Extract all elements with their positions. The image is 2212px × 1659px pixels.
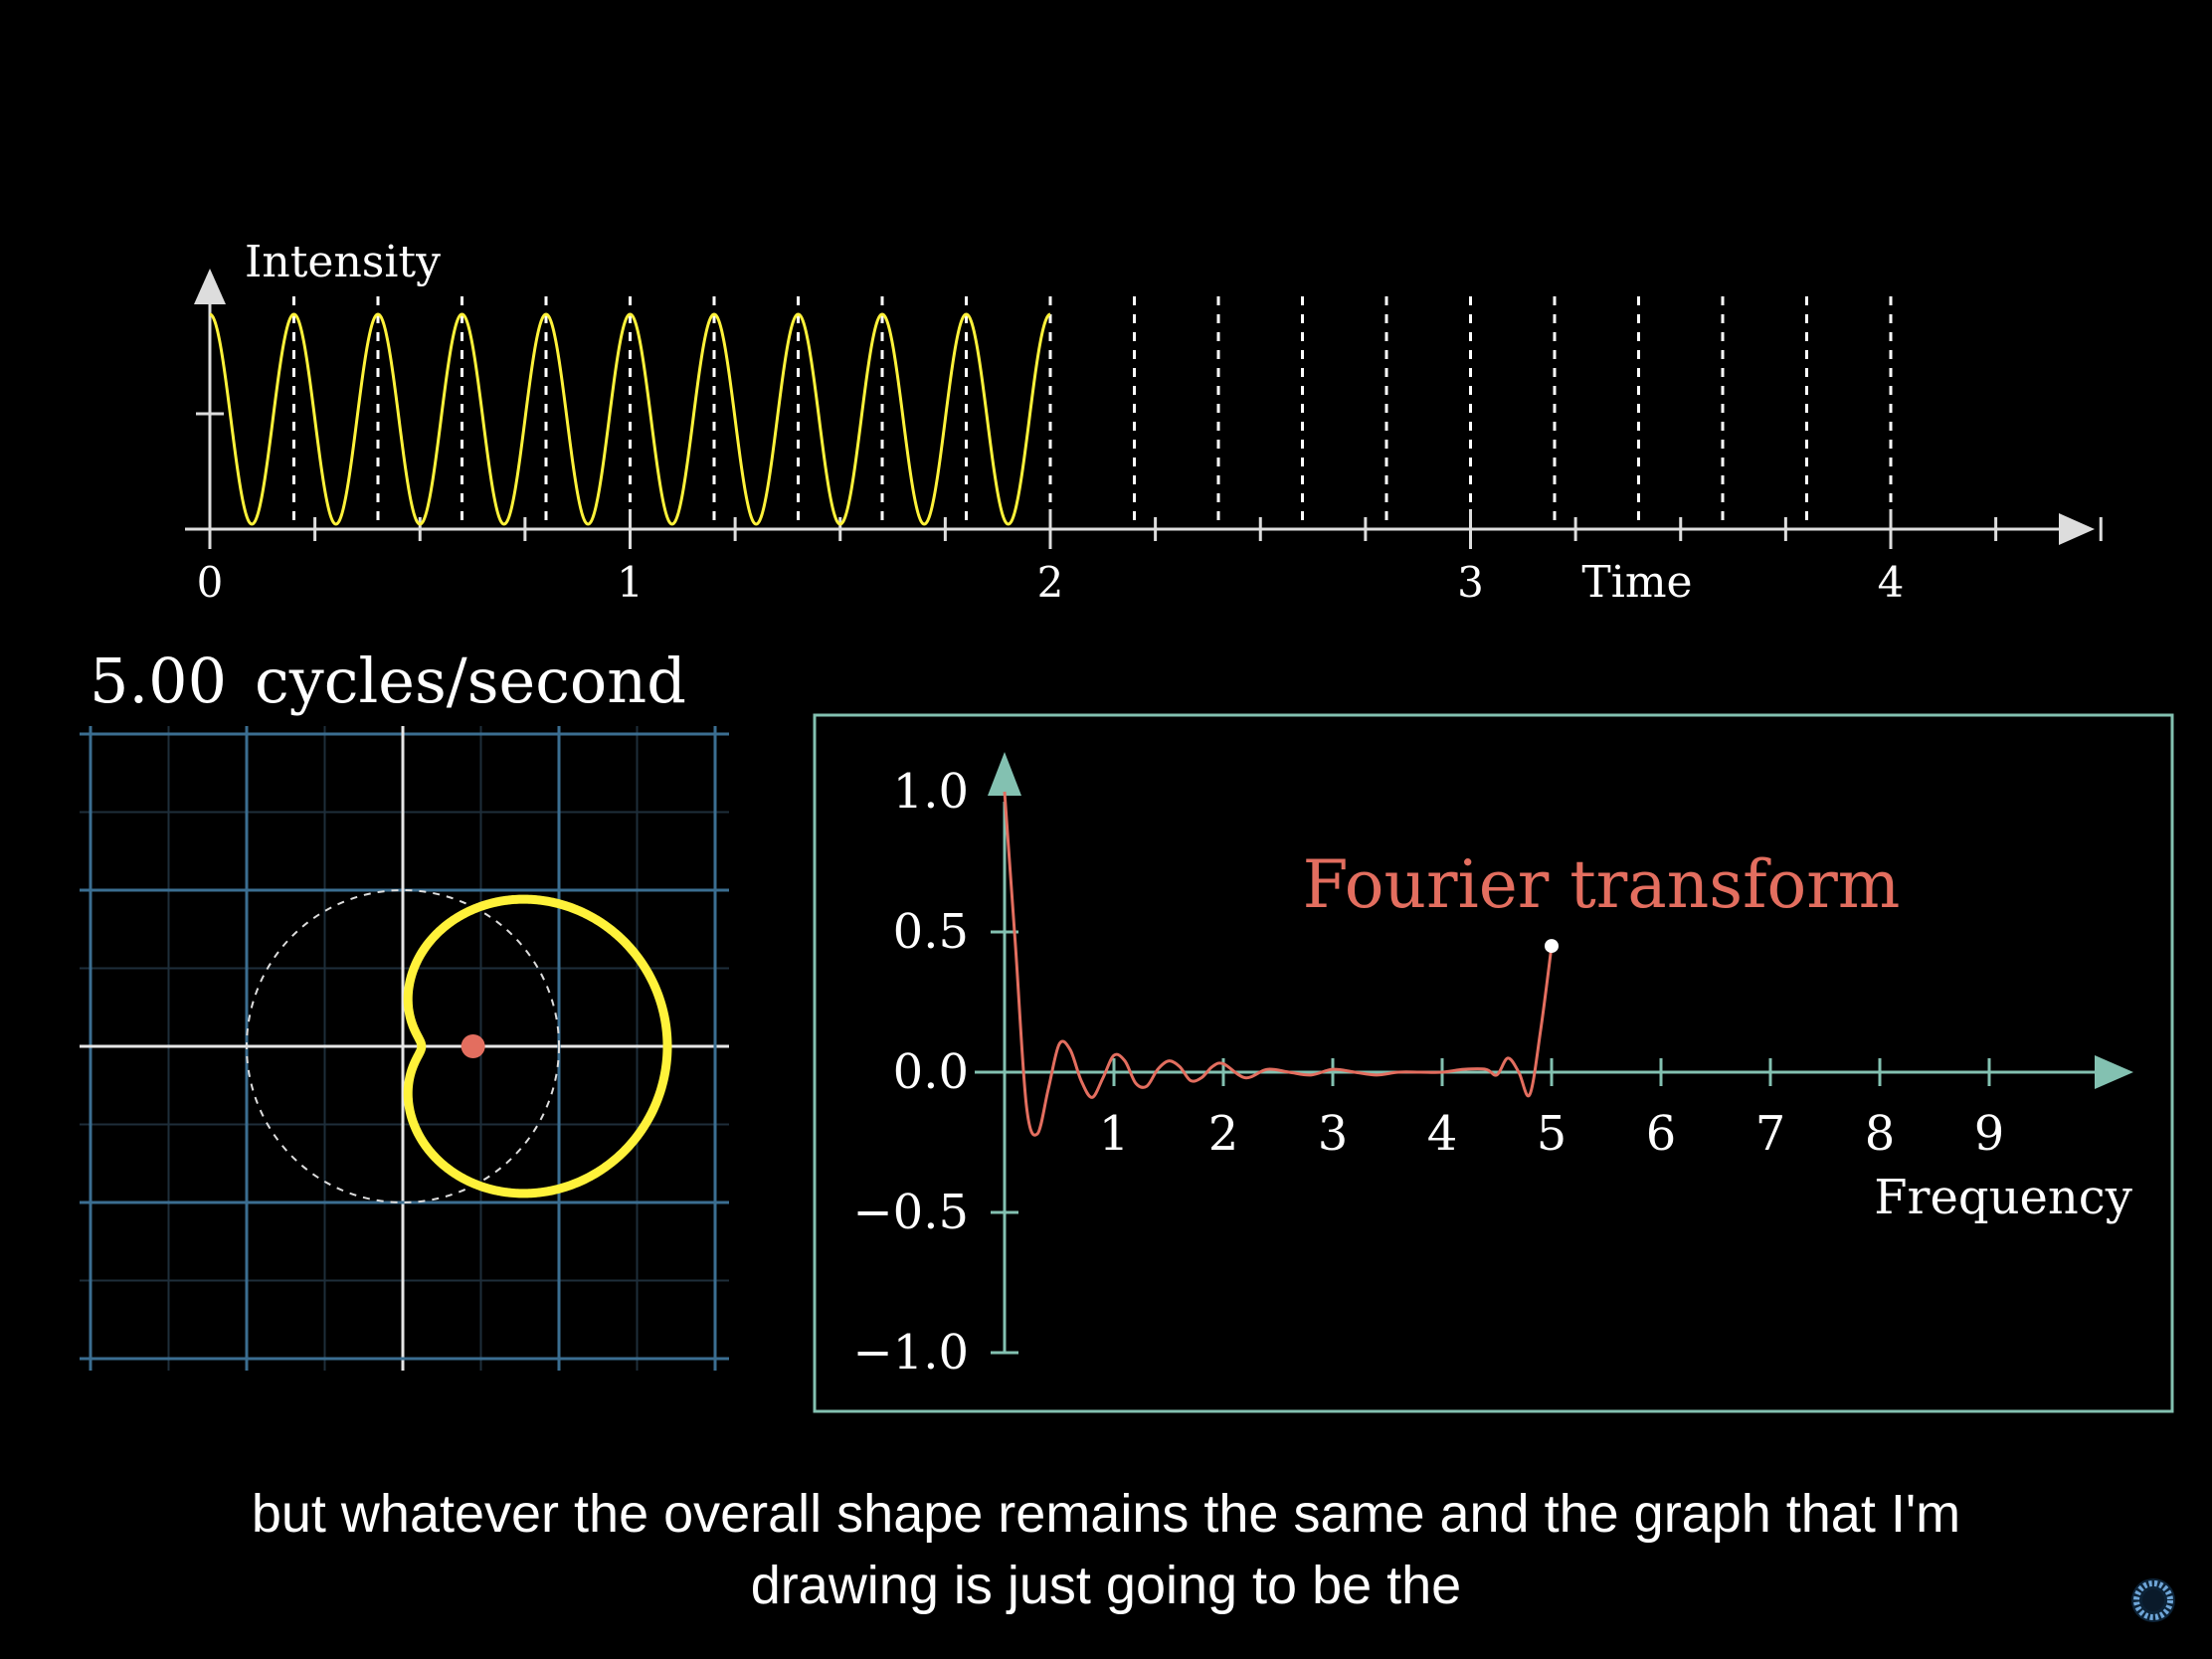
fourier-transform-title: Fourier transform [1303,846,1901,923]
frequency-tick-label: 1 [1099,1106,1130,1162]
winding-grid [80,726,729,1371]
intensity-axis-arrow [194,269,226,304]
fourier-transform-graph: 1 2 3 4 5 6 7 8 9 1.0 0.5 0.0 −0.5 −1.0 Fourier tran… [813,713,2174,1413]
frequency-tick-label: 9 [1974,1106,2005,1162]
center-of-mass-dot [461,1034,485,1058]
amplitude-tick-label: −1.0 [852,1325,969,1381]
wound-up-graph [403,894,672,1198]
fourier-curve [1003,791,1554,1137]
time-axis-arrow [2059,513,2095,545]
time-axis-label: Time [1581,557,1692,608]
time-axes [185,269,2103,549]
winding-frequency-unit: cycles/second [255,645,686,717]
subtitle-line-2: drawing is just going to be the [750,1556,1462,1615]
frequency-axis-label: Frequency [1874,1170,2132,1225]
amplitude-tick-label: −0.5 [852,1185,969,1240]
winding-markers [292,296,1893,527]
amplitude-tick-label: 0.5 [893,904,969,960]
amplitude-tick-label: 0.0 [893,1044,969,1100]
winding-graph: 5.00 cycles/second [80,645,729,1371]
time-tick-label: 2 [1037,558,1064,607]
frequency-tick-labels: 1 2 3 4 5 6 7 8 9 [1099,1106,2005,1162]
fourier-frame [813,713,2174,1413]
winding-frequency-value: 5.00 [90,645,227,717]
frequency-tick-label: 3 [1318,1106,1349,1162]
amplitude-tick-labels: 1.0 0.5 0.0 −0.5 −1.0 [852,764,969,1381]
frequency-tick-label: 8 [1865,1106,1896,1162]
amplitude-axis-arrow [988,752,1021,796]
frequency-tick-label: 7 [1755,1106,1786,1162]
loading-spinner-icon [2131,1578,2175,1622]
amplitude-tick-label: 1.0 [893,764,969,820]
subtitle-line-1: but whatever the overall shape remains t… [251,1484,1961,1544]
time-tick-labels: 0 1 2 3 4 [197,558,1905,607]
time-tick-label: 1 [617,558,644,607]
frequency-axes [975,752,2133,1355]
signal-wave [209,312,1051,526]
fourier-endpoint-dot [1545,939,1559,954]
intensity-axis-label: Intensity [245,237,441,287]
intensity-time-graph: Intensity Time 0 1 2 3 4 [185,237,2103,608]
time-tick-label: 4 [1878,558,1905,607]
frequency-axis-arrow [2095,1055,2133,1089]
time-tick-label: 0 [197,558,224,607]
time-tick-label: 3 [1457,558,1484,607]
frequency-tick-label: 6 [1646,1106,1677,1162]
unit-circle [246,889,560,1203]
frequency-tick-label: 2 [1208,1106,1239,1162]
frequency-tick-label: 5 [1537,1106,1567,1162]
frequency-tick-label: 4 [1427,1106,1458,1162]
